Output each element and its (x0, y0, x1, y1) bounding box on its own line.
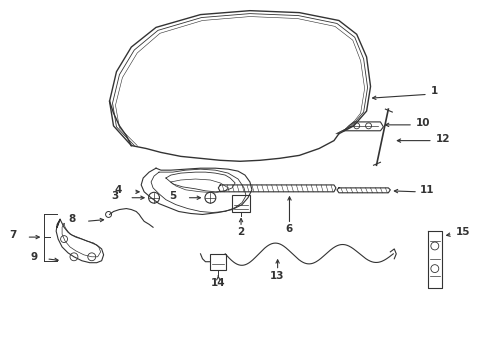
Text: 6: 6 (285, 224, 292, 234)
Text: 8: 8 (68, 215, 75, 224)
Text: 3: 3 (111, 191, 119, 201)
Text: 7: 7 (10, 230, 17, 240)
Text: 1: 1 (430, 86, 437, 96)
Text: 11: 11 (419, 185, 434, 195)
Text: 5: 5 (168, 191, 176, 201)
Text: 15: 15 (455, 227, 469, 237)
Text: 12: 12 (435, 134, 449, 144)
Text: 2: 2 (237, 227, 244, 237)
Text: 4: 4 (114, 185, 122, 195)
Text: 9: 9 (30, 252, 38, 262)
Text: 10: 10 (415, 118, 429, 128)
Text: 13: 13 (269, 270, 284, 280)
Text: 14: 14 (210, 278, 224, 288)
